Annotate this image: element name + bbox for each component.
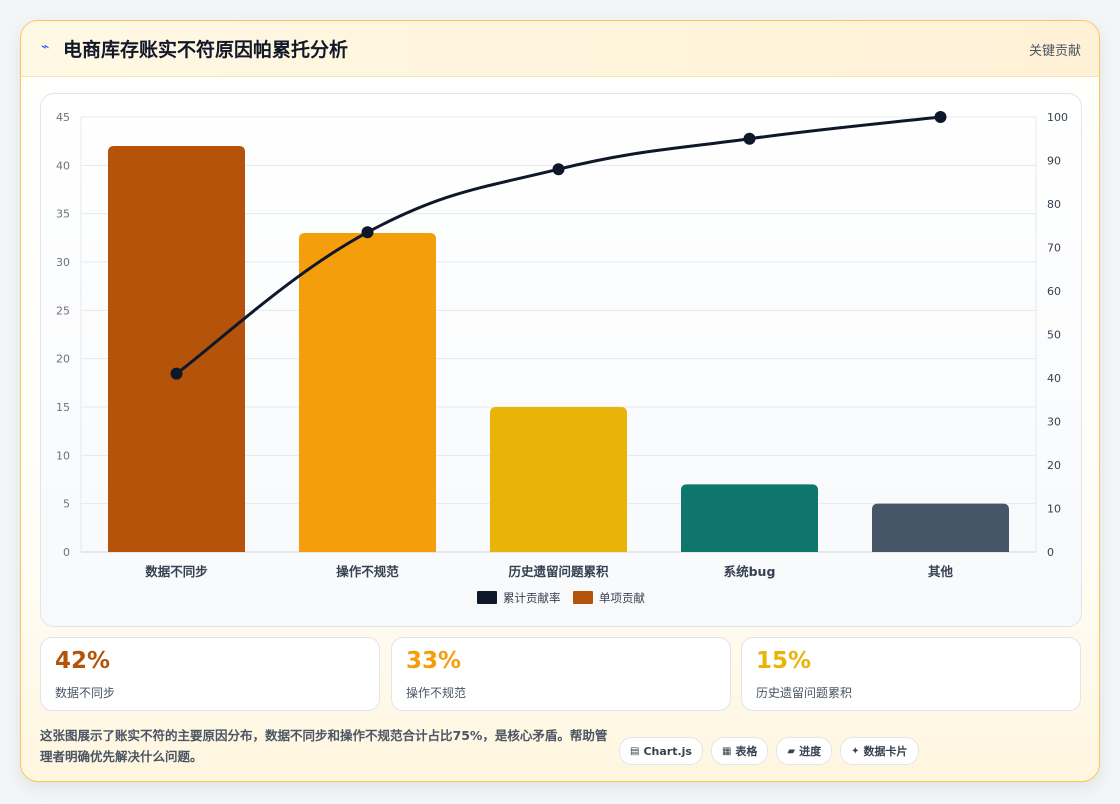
analysis-card: ⌁ 电商库存账实不符原因帕累托分析 关键贡献 0 5 10 15 20 25 30 35 40 4… [20,20,1100,782]
cumulative-point [361,226,374,239]
y-left-tick-label: 40 [56,159,70,172]
y-right-tick-label: 60 [1047,285,1061,298]
bar [108,146,245,552]
x-category-label: 系统bug [724,564,776,579]
y-right-tick-label: 20 [1047,459,1061,472]
stat-card-3: 15% 历史遗留问题累积 [741,637,1081,711]
tag-label: 数据卡片 [863,745,908,758]
stat-card-1: 42% 数据不同步 [40,637,380,711]
stat-label: 操作不规范 [406,686,467,700]
y-right-tick-label: 70 [1047,242,1061,255]
stat-value: 33% [406,648,462,674]
cumulative-line [175,115,941,375]
legend-swatch [477,591,497,604]
y-left-tick-label: 45 [56,111,70,124]
y-right-tick-label: 80 [1047,198,1061,211]
y-right-tick-label: 90 [1047,155,1061,168]
stat-value: 42% [55,648,111,674]
tag-data-card[interactable]: ✦ 数据卡片 [840,737,919,765]
card-header: ⌁ 电商库存账实不符原因帕累托分析 关键贡献 [21,21,1099,77]
chart-icon: ▤ [630,745,640,757]
y-left-tick-label: 15 [56,401,70,414]
lightning-icon: ⌁ [41,39,50,55]
cumulative-point [552,163,565,176]
y-left-tick-label: 20 [56,353,70,366]
y-left-tick-label: 35 [56,208,70,221]
bar [299,233,436,552]
tag-chartjs[interactable]: ▤ Chart.js [619,737,703,765]
y-left-tick-label: 0 [63,546,70,559]
tag-progress[interactable]: ▰ 进度 [776,737,833,765]
pareto-chart: 0 5 10 15 20 25 30 35 40 45 0 10 20 30 40 50 60 70 80 90 100… [56,111,1068,605]
legend-label: 单项贡献 [599,591,645,605]
x-category-label: 数据不同步 [144,564,208,579]
stat-card-2: 33% 操作不规范 [391,637,731,711]
x-category-label: 历史遗留问题累积 [508,564,609,579]
x-category-label: 操作不规范 [336,564,399,579]
y-right-tick-label: 50 [1047,329,1061,342]
stat-label: 历史遗留问题累积 [756,686,853,700]
table-icon: ▦ [721,745,732,757]
bar [490,407,627,552]
sparkle-icon: ✦ [851,745,860,757]
y-left-tick-label: 30 [56,256,70,269]
page-title: 电商库存账实不符原因帕累托分析 [63,39,349,61]
chart-panel: 0 5 10 15 20 25 30 35 40 45 0 10 20 30 40 50 60 70 80 90 100… [40,93,1082,627]
cumulative-point [934,111,947,123]
bar [681,484,818,552]
y-right-tick-label: 40 [1047,372,1061,385]
stat-value: 15% [756,648,812,674]
chart-description: 这张图展示了账实不符的主要原因分布，数据不同步和操作不规范合计占比75%，是核心… [40,728,608,764]
feature-tags: ▤ Chart.js ▦ 表格 ▰ 进度 ✦ 数据卡片 [619,737,919,765]
bar [872,503,1009,552]
tag-table[interactable]: ▦ 表格 [710,737,769,765]
tag-label: Chart.js [643,744,692,758]
tag-label: 进度 [799,745,822,758]
progress-icon: ▰ [787,745,796,757]
legend-label: 累计贡献率 [503,591,561,605]
cumulative-point [170,367,183,380]
x-category-label: 其他 [928,564,954,579]
tag-label: 表格 [735,745,758,758]
y-right-tick-label: 30 [1047,416,1061,429]
y-left-tick-label: 25 [56,304,70,317]
y-right-tick-label: 10 [1047,503,1061,516]
stat-label: 数据不同步 [55,686,116,700]
y-right-tick-label: 0 [1047,546,1054,559]
key-contribution-badge: 关键贡献 [1028,44,1081,59]
y-left-tick-label: 10 [56,449,70,462]
y-left-tick-label: 5 [63,498,70,511]
y-right-tick-label: 100 [1047,111,1068,124]
cumulative-point [743,132,756,145]
legend-swatch [573,591,593,604]
